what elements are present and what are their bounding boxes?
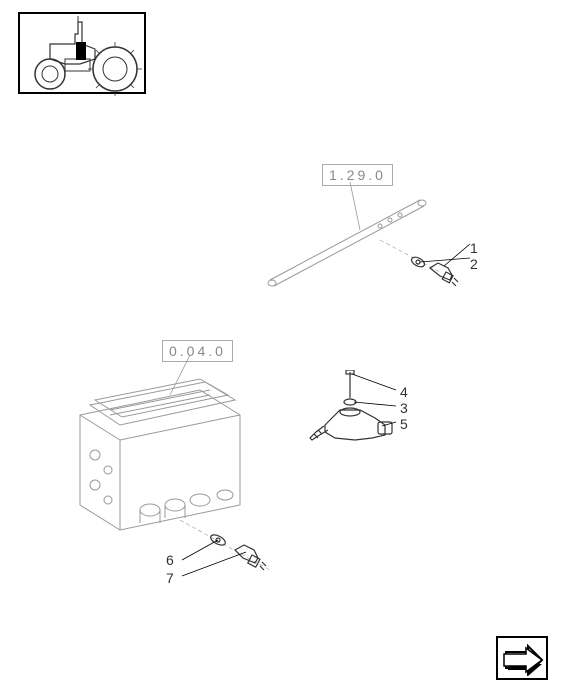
callout-1: 1: [470, 240, 481, 256]
callout-6-text: 6: [166, 552, 177, 568]
callout-2: 2: [470, 256, 481, 272]
callout-5-text: 5: [400, 416, 411, 432]
callout-2-text: 2: [470, 256, 481, 272]
callout-1-text: 1: [470, 240, 481, 256]
upper-rod-diagram: [260, 180, 480, 320]
thumbnail-tractor: [18, 12, 146, 94]
callout-5: 5: [400, 416, 411, 432]
sensor-bottom: [180, 500, 300, 600]
callout-6: 6: [166, 552, 177, 568]
sensor-assembly: [300, 370, 410, 460]
nav-next-button[interactable]: [496, 636, 548, 680]
arrow-icon: [498, 638, 550, 682]
callout-7-text: 7: [166, 570, 177, 586]
callout-3-text: 3: [400, 400, 411, 416]
callout-3: 3: [400, 400, 411, 416]
callout-4-text: 4: [400, 384, 411, 400]
callout-4: 4: [400, 384, 411, 400]
callout-7: 7: [166, 570, 177, 586]
